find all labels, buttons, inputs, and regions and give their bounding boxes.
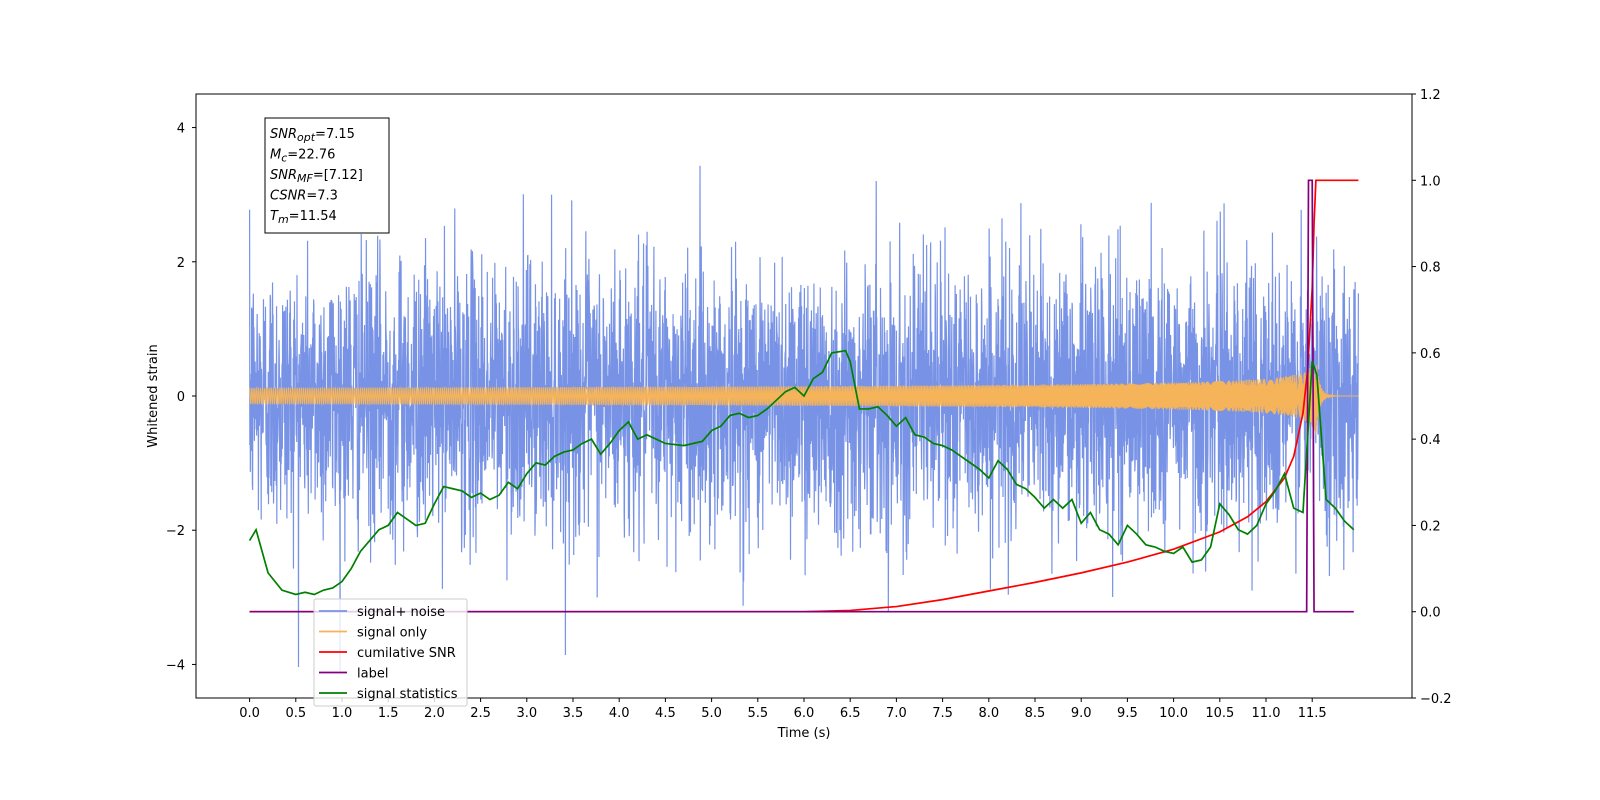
x-tick-label: 4.0 — [609, 706, 630, 721]
x-axis-label: Time (s) — [777, 726, 831, 741]
x-tick-label: 2.0 — [424, 706, 445, 721]
annotation-line: Mc=22.76 — [270, 148, 335, 165]
x-tick-label: 3.5 — [563, 706, 584, 721]
stats-annotation-box: SNRopt=7.15 Mc=22.76 SNRMF=[7.12] CSNR=7.3 T… — [264, 117, 390, 234]
annotation-frame — [264, 117, 390, 234]
x-tick-label: 5.0 — [701, 706, 722, 721]
x-tick-label: 3.0 — [516, 706, 537, 721]
annotation-line: CSNR=7.3 — [270, 189, 338, 204]
y-tick-label: 0 — [177, 390, 185, 405]
series-signal-statistics — [248, 349, 1355, 596]
x-tick-label: 6.0 — [794, 706, 815, 721]
y2-tick-label: 0.0 — [1420, 606, 1441, 621]
noise-series-layer — [248, 165, 1360, 672]
x-tick-label: 2.5 — [470, 706, 491, 721]
x-tick-label: 8.5 — [1025, 706, 1046, 721]
y-tick-label: 4 — [177, 122, 185, 137]
legend-label: signal+ noise — [357, 605, 445, 620]
y-tick-label: −2 — [166, 524, 185, 539]
annotation-line: Tm=11.54 — [270, 209, 337, 226]
x-tick-label: 7.5 — [932, 706, 953, 721]
series-label — [249, 179, 1354, 613]
y2-tick-label: 0.6 — [1420, 347, 1441, 362]
annotation-line: SNRopt=7.15 — [270, 127, 355, 144]
x-tick-label: 5.5 — [747, 706, 768, 721]
legend-label: cumilative SNR — [357, 646, 456, 661]
chirp-series-layer — [249, 364, 1359, 435]
line-series-layer — [248, 179, 1359, 613]
x-tick-label: 1.5 — [378, 706, 399, 721]
x-tick-label: 0.5 — [285, 706, 306, 721]
x-tick-label: 6.5 — [840, 706, 861, 721]
x-tick-label: 11.0 — [1252, 706, 1281, 721]
legend-label: signal only — [357, 626, 427, 641]
y-axis-left: 4 2 0 −2 −4 — [166, 122, 196, 673]
x-tick-label: 0.0 — [239, 706, 260, 721]
x-tick-label: 10.0 — [1159, 706, 1188, 721]
legend-frame — [313, 598, 468, 707]
legend-label: label — [357, 667, 388, 682]
y2-tick-label: 0.4 — [1420, 433, 1441, 448]
x-tick-label: 1.0 — [332, 706, 353, 721]
x-tick-label: 7.0 — [886, 706, 907, 721]
legend: signal+ noise signal only cumilative SNR la… — [313, 598, 468, 707]
x-tick-label: 10.5 — [1205, 706, 1234, 721]
y2-tick-label: 1.2 — [1420, 88, 1441, 103]
legend-label: signal statistics — [357, 687, 458, 702]
y2-tick-label: 0.8 — [1420, 261, 1441, 276]
y2-tick-label: 1.0 — [1420, 174, 1441, 189]
y-tick-label: −4 — [166, 658, 185, 673]
x-tick-label: 9.0 — [1071, 706, 1092, 721]
x-tick-label: 8.0 — [978, 706, 999, 721]
y-tick-label: 2 — [177, 256, 185, 271]
x-tick-label: 11.5 — [1298, 706, 1327, 721]
x-tick-label: 4.5 — [655, 706, 676, 721]
x-tick-label: 9.5 — [1117, 706, 1138, 721]
series-signal-noise — [248, 165, 1360, 672]
annotation-line: SNRMF=[7.12] — [270, 168, 363, 185]
y2-tick-label: −0.2 — [1420, 692, 1452, 707]
x-axis: 0.0 0.5 1.0 1.5 2.0 2.5 3.0 3.5 4.0 4.5 5.0 5.5 6.0 6… — [239, 698, 1327, 721]
y-axis-label: Whitened strain — [146, 344, 161, 447]
y2-tick-label: 0.2 — [1420, 519, 1441, 534]
y-axis-right: 1.2 1.0 0.8 0.6 0.4 0.2 0.0 −0.2 — [1412, 88, 1452, 707]
series-signal-only — [249, 364, 1359, 435]
